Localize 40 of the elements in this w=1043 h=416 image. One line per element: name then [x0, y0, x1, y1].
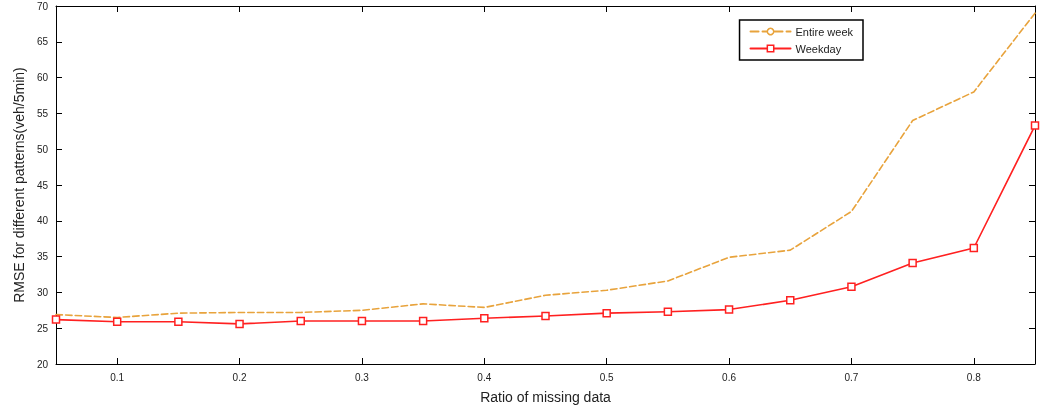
y-tick-label: 70: [36, 0, 49, 12]
legend-label: Weekday: [795, 42, 842, 55]
y-tick-label: 60: [36, 72, 49, 84]
point: [357, 316, 367, 326]
legend-label: Entire week: [795, 25, 854, 38]
y-tick-label: 35: [36, 251, 49, 263]
point: [786, 296, 795, 305]
point: [969, 243, 979, 253]
point: [112, 317, 122, 327]
y-tick-label: 50: [36, 143, 49, 155]
y-tick-label: 45: [36, 179, 49, 191]
x-tick-label: 0.5: [599, 371, 615, 383]
point: [908, 258, 917, 268]
y-axis-title: RMSE for different patterns(veh/5min): [10, 67, 27, 303]
point: [296, 316, 305, 326]
point: [235, 319, 244, 329]
y-tick-label: 55: [36, 107, 49, 119]
x-tick-label: 0.1: [110, 371, 125, 383]
point: [847, 282, 856, 291]
point: [51, 315, 61, 324]
point: [480, 313, 489, 323]
x-tick-label: 0.4: [477, 371, 492, 383]
y-tick-label: 25: [36, 322, 49, 334]
y-tick-label: 30: [36, 286, 49, 298]
point: [602, 308, 611, 318]
point: [418, 316, 428, 326]
y-tick-label: 20: [36, 358, 49, 370]
point: [174, 317, 183, 327]
y-tick-label: 65: [36, 36, 49, 48]
x-tick-label: 0.7: [844, 371, 859, 383]
x-tick-label: 0.8: [966, 371, 982, 383]
point: [541, 311, 550, 321]
point: [1030, 121, 1040, 130]
x-tick-label: 0.6: [722, 371, 737, 383]
y-tick-label: 40: [36, 215, 49, 227]
x-axis-title: Ratio of missing data: [480, 389, 612, 405]
x-tick-label: 0.3: [354, 371, 370, 383]
point: [724, 305, 734, 314]
x-tick-label: 0.2: [232, 371, 247, 383]
point: [663, 307, 673, 316]
